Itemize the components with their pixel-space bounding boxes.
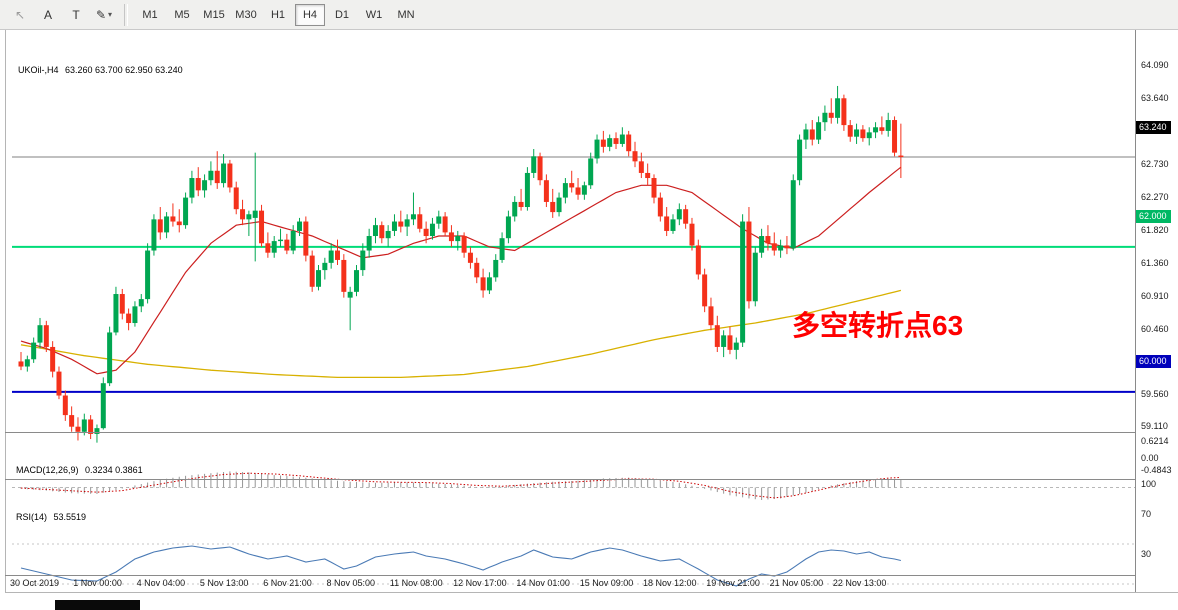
- time-tick: 1 Nov 00:00: [73, 578, 122, 588]
- price-tick-59.560: 59.560: [1141, 388, 1169, 399]
- ohlc-values: 63.260 63.700 62.950 63.240: [65, 65, 183, 75]
- price-badge-60.000: 60.000: [1136, 355, 1171, 369]
- timeframe-bar: M1 M5 M15 M30 H1 H4 D1 W1 MN: [134, 3, 422, 26]
- price-tick-61.360: 61.360: [1141, 258, 1169, 269]
- price-tick-60.460: 60.460: [1141, 323, 1169, 334]
- toolbar-separator: [124, 3, 128, 26]
- time-tick: 4 Nov 04:00: [136, 578, 186, 588]
- annotation-text: 多空转折点63: [792, 310, 964, 341]
- time-tick: 6 Nov 21:00: [263, 578, 312, 588]
- price-tick-62.730: 62.730: [1141, 158, 1169, 169]
- time-tick: 19 Nov 21:00: [706, 578, 760, 588]
- time-tick: 22 Nov 13:00: [832, 578, 887, 588]
- background-window-fragment: [55, 600, 140, 610]
- time-tick: 5 Nov 13:00: [199, 578, 249, 588]
- price-badge-63.240: 63.240: [1136, 120, 1171, 134]
- timeframe-w1-button[interactable]: W1: [365, 8, 383, 21]
- timeframe-h4-button[interactable]: H4: [295, 3, 325, 26]
- macd-tick-0.6214: 0.6214: [1141, 436, 1169, 447]
- macd-indicator-name: MACD(12,26,9): [16, 465, 79, 475]
- dropdown-arrow-icon: ▾: [108, 10, 113, 19]
- chart-canvas[interactable]: [12, 60, 1141, 605]
- fast-ma-line: [20, 166, 902, 375]
- pointer-tool-button[interactable]: ↖: [14, 7, 26, 22]
- rsi-tick-70: 70: [1141, 509, 1152, 519]
- price-tick-61.820: 61.820: [1141, 224, 1169, 235]
- time-tick: 11 Nov 08:00: [389, 578, 443, 588]
- macd-tick-0.00: 0.00: [1141, 452, 1159, 463]
- rsi-tick-100: 100: [1141, 479, 1157, 489]
- time-tick: 18 Nov 12:00: [643, 578, 697, 588]
- slow-ma-line: [20, 289, 902, 379]
- time-tick: 15 Nov 09:00: [579, 578, 634, 588]
- timeframe-d1-button[interactable]: D1: [334, 8, 350, 21]
- time-tick: 12 Nov 17:00: [453, 578, 507, 588]
- text-tool-button[interactable]: T: [72, 7, 80, 22]
- price-tick-62.270: 62.270: [1141, 192, 1169, 203]
- toolbar-tools: ↖ A T ✎ ▾: [6, 4, 118, 26]
- rsi-tick-30: 30: [1141, 549, 1152, 559]
- label-a-tool-button[interactable]: A: [43, 7, 52, 22]
- toolbar: ↖ A T ✎ ▾ M1 M5 M15 M30 H1 H4 D1 W1 MN: [0, 0, 1178, 30]
- rsi-pane-title: RSI(14) 53.5519: [16, 512, 90, 522]
- macd-pane-title: MACD(12,26,9) 0.3234 0.3861: [16, 465, 147, 475]
- timeframe-mn-button[interactable]: MN: [397, 8, 415, 21]
- draw-tool-button[interactable]: ✎ ▾: [95, 7, 113, 22]
- chart-window: UKOil-,H4 63.260 63.700 62.950 63.240 MA…: [5, 30, 1178, 592]
- price-tick-63.640: 63.640: [1141, 93, 1169, 103]
- rsi-pane-separator[interactable]: [5, 479, 1178, 480]
- candles: [18, 85, 904, 443]
- rsi-indicator-name: RSI(14): [16, 512, 48, 522]
- macd-pane-separator[interactable]: [5, 432, 1178, 433]
- price-tick-64.090: 64.090: [1141, 60, 1169, 71]
- timeframe-m5-button[interactable]: M5: [174, 8, 190, 21]
- time-tick: 21 Nov 05:00: [769, 578, 824, 588]
- price-axis[interactable]: 64.09063.64063.19062.73062.27061.82061.3…: [1135, 30, 1178, 592]
- chart-title: UKOil-,H4 63.260 63.700 62.950 63.240: [18, 65, 187, 75]
- macd-tick--0.4843: -0.4843: [1141, 465, 1172, 476]
- price-tick-59.110: 59.110: [1141, 421, 1168, 432]
- time-tick: 14 Nov 01:00: [516, 578, 570, 588]
- time-tick: 30 Oct 2019: [10, 578, 60, 588]
- macd-indicator-values: 0.3234 0.3861: [85, 465, 143, 475]
- symbol-timeframe-label: UKOil-,H4: [18, 65, 59, 75]
- macd-signal-line: [20, 472, 901, 499]
- timeframe-m30-button[interactable]: M30: [235, 8, 257, 21]
- timeframe-h1-button[interactable]: H1: [270, 8, 286, 21]
- timeframe-m15-button[interactable]: M15: [203, 8, 225, 21]
- price-badge-62.000: 62.000: [1136, 210, 1171, 224]
- window-bottom-border: [5, 592, 1178, 593]
- time-axis-separator: [5, 575, 1178, 576]
- timeframe-m1-button[interactable]: M1: [142, 8, 158, 21]
- rsi-indicator-value: 53.5519: [53, 512, 87, 522]
- price-tick-60.910: 60.910: [1141, 290, 1169, 301]
- rsi-line: [20, 545, 902, 587]
- time-tick: 8 Nov 05:00: [326, 578, 376, 588]
